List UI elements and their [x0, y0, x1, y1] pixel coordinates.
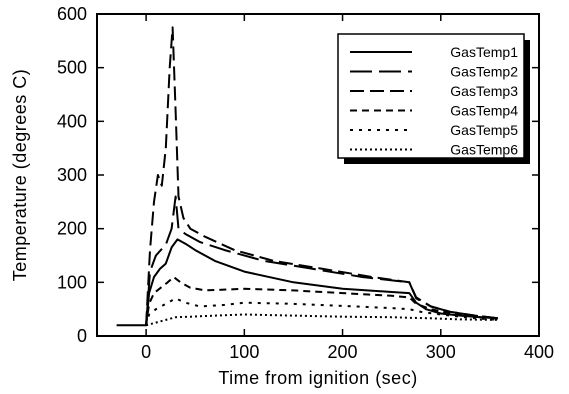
series-line-gastemp4: [145, 276, 498, 326]
legend-label-gastemp6: GasTemp6: [450, 142, 518, 158]
y-axis-title: Temperature (degrees C): [10, 69, 30, 282]
y-tick-label: 0: [77, 326, 87, 346]
series-line-gastemp6: [145, 313, 498, 327]
x-tick-label: 100: [229, 342, 259, 362]
y-tick-label: 600: [57, 4, 87, 24]
legend-box: [337, 33, 525, 159]
series-layer: [116, 26, 498, 327]
y-tick-label: 100: [57, 272, 87, 292]
legend-label-gastemp5: GasTemp5: [450, 122, 518, 138]
series-line-gastemp3: [145, 26, 498, 326]
series-line-gastemp5: [145, 297, 498, 326]
x-tick-label: 0: [141, 342, 151, 362]
x-axis-title: Time from ignition (sec): [218, 368, 417, 388]
legend-label-gastemp2: GasTemp2: [450, 64, 518, 80]
legend-label-gastemp3: GasTemp3: [450, 83, 518, 99]
series-line-gastemp1: [116, 238, 498, 327]
y-tick-label: 300: [57, 165, 87, 185]
y-tick-label: 400: [57, 111, 87, 131]
x-tick-label: 300: [426, 342, 456, 362]
legend: GasTemp1 GasTemp2 GasTemp3 GasTemp4 GasTemp5…: [337, 33, 530, 164]
y-tick-label: 200: [57, 219, 87, 239]
x-tick-label: 200: [328, 342, 358, 362]
legend-items: GasTemp1 GasTemp2 GasTemp3 GasTemp4 GasTemp5…: [350, 44, 518, 158]
y-tick-label: 500: [57, 58, 87, 78]
x-tick-label: 400: [524, 342, 554, 362]
legend-label-gastemp1: GasTemp1: [450, 44, 518, 60]
axis-ticks: 0 100 200 300 400 0 100 200 300 400 500 600: [57, 4, 554, 362]
legend-label-gastemp4: GasTemp4: [450, 103, 518, 119]
